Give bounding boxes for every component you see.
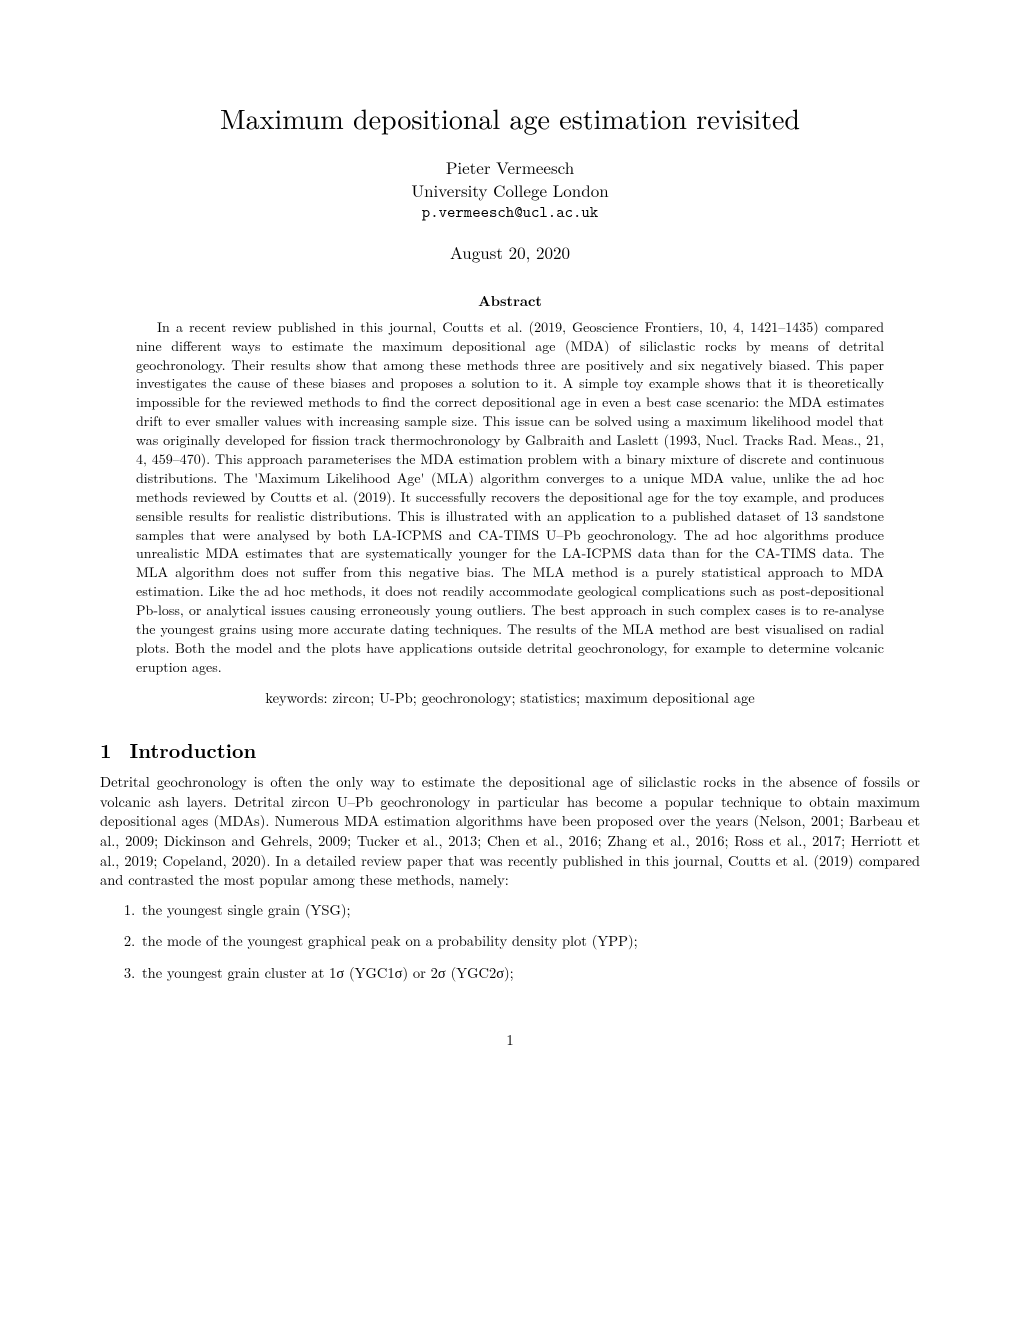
abstract-heading: Abstract	[100, 292, 920, 312]
list-item: the youngest single grain (YSG);	[140, 901, 920, 921]
author-email: p.vermeesch@ucl.ac.uk	[100, 202, 920, 224]
section-title: Introduction	[130, 735, 257, 764]
section-heading-introduction: 1 Introduction	[100, 736, 920, 763]
list-item: the youngest grain cluster at 1σ (YGC1σ)…	[140, 964, 920, 984]
keywords-line: keywords: zircon; U-Pb; geochronology; s…	[136, 689, 884, 709]
author-affiliation: University College London	[100, 179, 920, 202]
author-block: Pieter Vermeesch University College Lond…	[100, 156, 920, 223]
paper-date: August 20, 2020	[100, 241, 920, 264]
page-number: 1	[100, 1031, 920, 1051]
author-name: Pieter Vermeesch	[100, 156, 920, 179]
methods-list: the youngest single grain (YSG); the mod…	[100, 901, 920, 984]
list-item: the mode of the youngest graphical peak …	[140, 932, 920, 952]
intro-paragraph: Detrital geochronology is often the only…	[100, 773, 920, 890]
paper-title: Maximum depositional age estimation revi…	[100, 100, 920, 138]
abstract-body: In a recent review published in this jou…	[136, 318, 884, 677]
section-number: 1	[100, 736, 112, 763]
